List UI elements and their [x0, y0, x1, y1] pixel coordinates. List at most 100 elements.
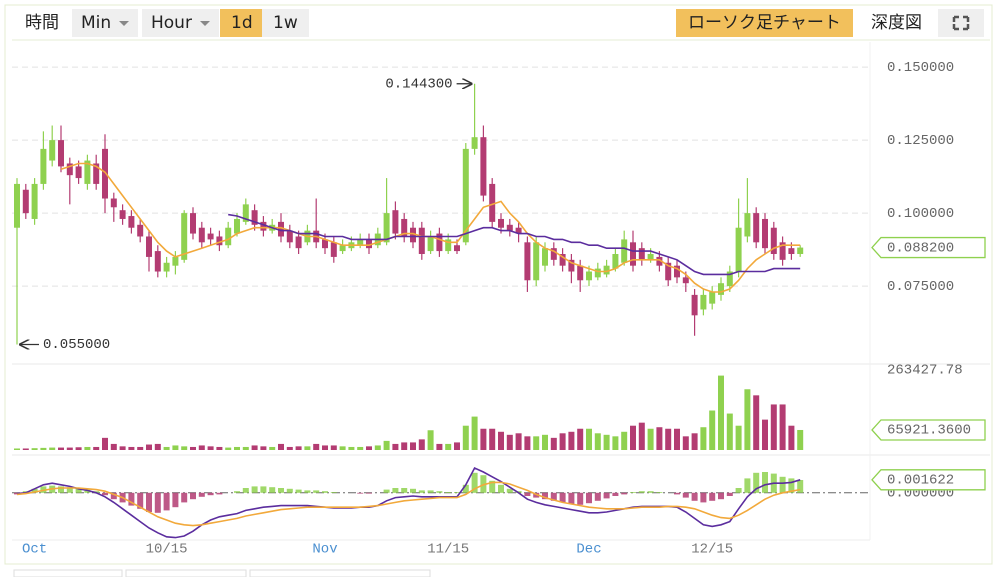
candle-body: [665, 262, 672, 281]
candle-chart-button[interactable]: ローソク足チャート: [676, 9, 853, 37]
caret: [119, 20, 130, 26]
macd-histogram-bar: [295, 489, 302, 493]
volume-bar: [278, 443, 284, 450]
macd-histogram-bar: [797, 480, 804, 493]
volume-bar: [797, 429, 804, 450]
macd-histogram-bar: [462, 484, 469, 493]
volume-bar: [66, 447, 73, 450]
macd-histogram-bar: [744, 478, 751, 493]
macd-histogram-bar: [489, 480, 496, 493]
macd-histogram-bar: [691, 492, 698, 501]
volume-bar: [330, 445, 337, 450]
interval-hour[interactable]: Hour: [142, 9, 219, 37]
volume-bar: [383, 440, 390, 450]
candle-body: [797, 247, 804, 254]
candle-body: [31, 183, 38, 219]
candle-body: [515, 227, 522, 234]
candle-body: [489, 183, 496, 222]
candle-body: [709, 291, 716, 304]
volume-bar: [726, 413, 733, 450]
volume-bar: [410, 442, 416, 450]
interval-hour-text: Hour: [151, 13, 192, 33]
candle-body: [295, 236, 302, 249]
candle-body: [190, 213, 196, 234]
macd-histogram-bar: [278, 488, 284, 493]
volume-bar: [260, 446, 267, 450]
candle-body: [533, 242, 540, 281]
volume-bar: [550, 437, 557, 450]
depth-chart-button[interactable]: 深度図: [871, 13, 922, 33]
volume-bar: [128, 446, 135, 450]
candle-body: [656, 256, 663, 266]
candle-body: [40, 148, 47, 184]
macd-histogram-bar: [234, 491, 240, 493]
current-value-box: [871, 236, 986, 259]
candle-body: [93, 163, 100, 184]
macd-histogram-bar: [110, 492, 117, 500]
macd-histogram-bar: [242, 488, 249, 493]
volume-bar: [489, 428, 496, 450]
candle-body: [66, 163, 73, 176]
volume-bar: [524, 436, 531, 450]
macd-histogram-bar: [322, 491, 328, 493]
macd-histogram-bar: [718, 492, 724, 500]
macd-histogram-bar: [436, 491, 443, 493]
fullscreen-icon: [952, 15, 970, 31]
volume-bar: [234, 446, 240, 450]
y-tick-label: 0.125000: [887, 133, 954, 149]
volume-bar: [445, 443, 452, 450]
interval-day[interactable]: 1d: [220, 9, 264, 37]
candle-body: [207, 233, 214, 240]
candle-body: [568, 259, 575, 272]
min-annotation: 0.055000: [43, 337, 110, 353]
volume-bar: [709, 410, 716, 450]
candle-body: [674, 265, 680, 278]
macd-histogram-bar: [286, 488, 293, 493]
candle-body: [49, 140, 56, 161]
candle-body: [251, 210, 258, 225]
macd-histogram-bar: [726, 492, 733, 496]
candle-body: [128, 216, 135, 228]
interval-min[interactable]: Min: [72, 9, 139, 37]
volume-bar: [559, 433, 566, 450]
macd-histogram-bar: [524, 492, 531, 496]
x-tick-label: Dec: [576, 542, 601, 558]
current-value-box: [871, 469, 986, 491]
candle-body: [154, 251, 161, 272]
candle-body: [770, 227, 777, 254]
volume-bar: [102, 437, 108, 450]
volume-bar: [735, 425, 742, 450]
macd-histogram-bar: [559, 492, 566, 503]
current-value-box: [871, 419, 986, 441]
volume-bar: [313, 443, 320, 450]
candle-body: [594, 268, 601, 278]
volume-bar: [366, 446, 372, 450]
fullscreen-button[interactable]: [938, 9, 984, 37]
candle-body: [700, 294, 707, 310]
y-tick-label: 0.100000: [887, 206, 954, 222]
volume-bar: [612, 436, 619, 450]
macd-histogram-bar: [568, 492, 575, 504]
candle-body: [242, 204, 249, 222]
volume-bar: [225, 447, 232, 450]
volume-bar: [788, 425, 795, 450]
macd-histogram-bar: [779, 476, 786, 493]
macd-histogram-bar: [427, 490, 434, 493]
interval-week[interactable]: 1w: [262, 9, 309, 37]
candle-body: [260, 221, 267, 231]
volume-bar: [242, 446, 249, 450]
macd-histogram-bar: [735, 488, 742, 493]
volume-bar: [163, 446, 170, 450]
volume-bar: [691, 433, 698, 450]
indicator-line: [16, 466, 801, 539]
macd-histogram-bar: [383, 489, 390, 493]
macd-histogram-bar: [207, 492, 214, 496]
macd-histogram-bar: [357, 492, 364, 494]
volume-bar: [392, 443, 399, 450]
volume-bar: [286, 446, 293, 450]
macd-histogram-bar: [313, 490, 320, 493]
x-tick-label: Nov: [312, 542, 337, 558]
volume-bar: [682, 436, 689, 450]
macd-histogram-bar: [471, 472, 478, 493]
